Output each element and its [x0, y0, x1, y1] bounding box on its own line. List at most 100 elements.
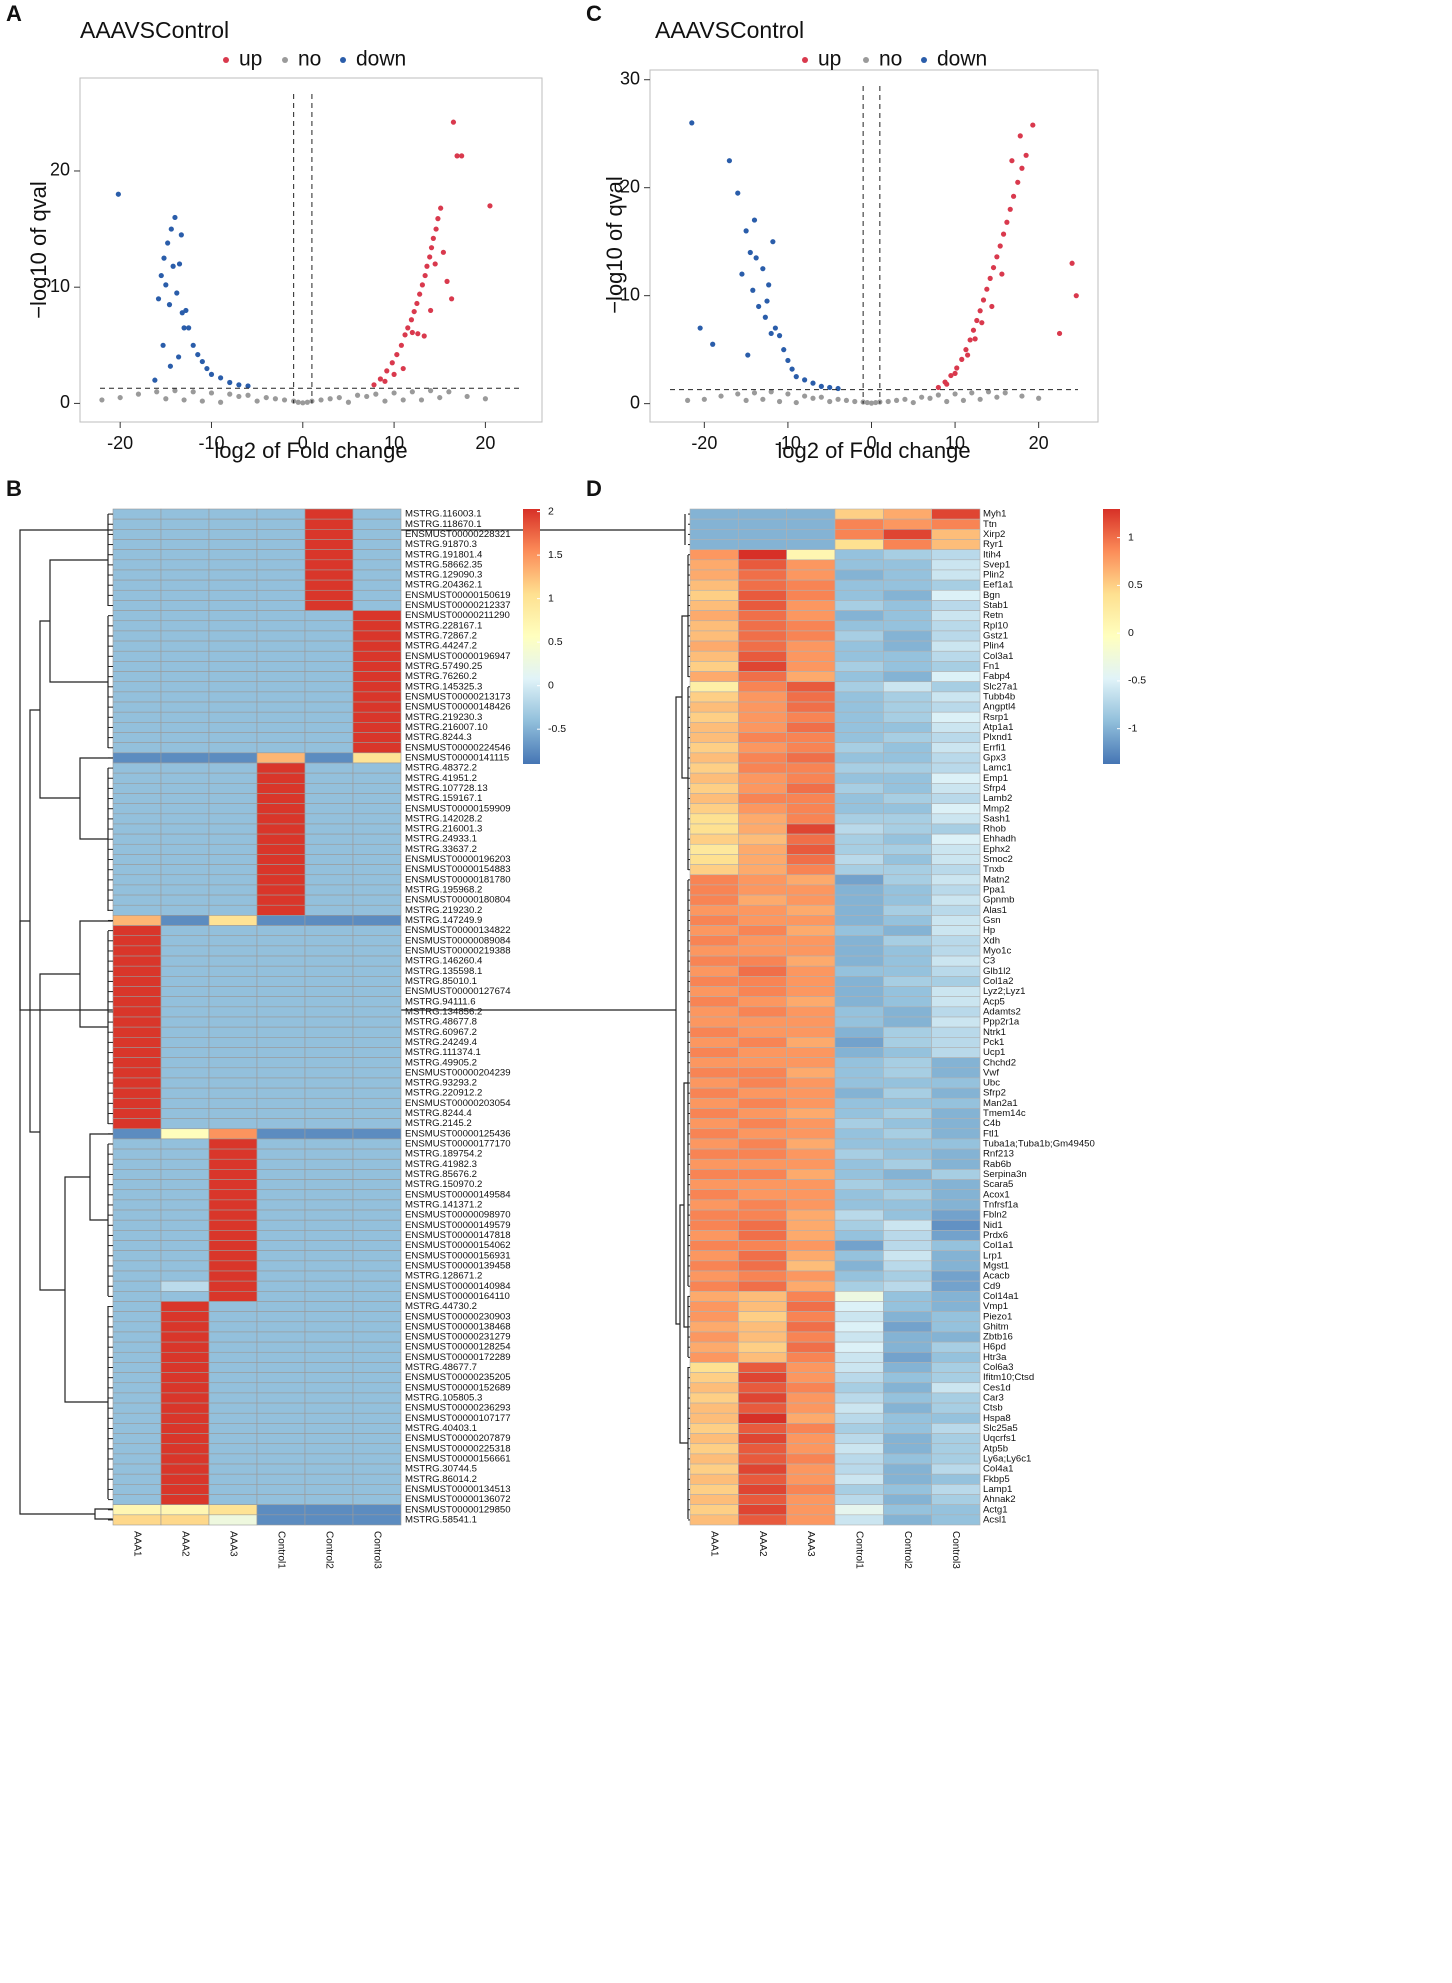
heatmap-cell	[160, 1230, 210, 1241]
heatmap-cell	[352, 1230, 402, 1241]
heatmap-cell	[931, 1453, 981, 1465]
heatmap-cell	[931, 986, 981, 997]
heatmap-cell	[786, 884, 836, 896]
column-label: AAA2	[179, 1531, 190, 1557]
heatmap-cell	[738, 732, 787, 743]
colorbar-tick-label: 2	[548, 505, 554, 517]
point	[449, 296, 455, 302]
heatmap-cell	[738, 1351, 787, 1363]
heatmap-cell	[160, 661, 210, 672]
row-label: ENSMUST00000134513	[405, 1484, 511, 1495]
heatmap-cell	[256, 854, 306, 865]
heatmap-cell	[738, 843, 787, 855]
heatmap-cell	[304, 823, 354, 835]
row-label: ENSMUST00000159909	[405, 803, 511, 814]
heatmap-cell	[160, 1321, 210, 1333]
heatmap-cell	[883, 1301, 932, 1312]
heatmap-cell	[304, 1331, 354, 1343]
heatmap-cell	[160, 1301, 210, 1312]
heatmap-cell	[931, 1138, 981, 1150]
heatmap-cell	[256, 539, 306, 550]
heatmap-cell	[352, 529, 402, 540]
heatmap-cell	[208, 1423, 258, 1434]
point	[766, 282, 772, 288]
heatmap-cell	[112, 1230, 162, 1241]
heatmap-cell	[112, 1514, 162, 1526]
heatmap-cell	[112, 1484, 162, 1495]
heatmap-cell	[112, 620, 162, 632]
heatmap-cell	[689, 823, 739, 835]
heatmap-cell	[931, 701, 981, 713]
row-label: Eef1a1	[983, 580, 1013, 591]
heatmap-cell	[738, 1047, 787, 1058]
heatmap-cell	[883, 783, 932, 794]
heatmap-cell	[112, 722, 162, 733]
heatmap-cell	[738, 823, 787, 835]
heatmap-cell	[256, 1484, 306, 1495]
heatmap-cell	[786, 843, 836, 855]
heatmap-cell	[738, 701, 787, 713]
heatmap-cell	[689, 955, 739, 967]
point	[726, 158, 733, 164]
heatmap-cell	[256, 976, 306, 987]
heatmap-cell	[112, 1341, 162, 1353]
heatmap-cell	[689, 1128, 739, 1140]
heatmap-cell	[786, 1331, 836, 1343]
heatmap-cell	[160, 833, 210, 845]
row-label: Smoc2	[983, 854, 1013, 865]
point	[432, 261, 438, 267]
heatmap-cell	[304, 630, 354, 642]
heatmap-cell	[689, 854, 739, 865]
heatmap-cell	[160, 1006, 210, 1018]
heatmap-cell	[786, 1057, 836, 1069]
heatmap-cell	[786, 661, 836, 672]
heatmap-cell	[834, 732, 884, 743]
point	[254, 398, 260, 404]
row-label: Itih4	[983, 549, 1002, 560]
heatmap-cell	[304, 1250, 354, 1262]
heatmap-cell	[883, 1494, 932, 1505]
heatmap-cell	[786, 1453, 836, 1465]
heatmap-cell	[689, 1108, 739, 1119]
heatmap-cell	[256, 1169, 306, 1180]
heatmap-cell	[883, 1128, 932, 1140]
heatmap-cell	[304, 1047, 354, 1058]
heatmap-cell	[256, 955, 306, 967]
heatmap-cell	[112, 549, 162, 561]
heatmap-cell	[689, 874, 739, 886]
heatmap-cell	[160, 1514, 210, 1526]
point	[152, 377, 158, 383]
heatmap-cell	[304, 722, 354, 733]
heatmap-cell	[160, 925, 210, 937]
point	[165, 240, 171, 246]
heatmap-cell	[738, 1321, 787, 1333]
point	[135, 391, 142, 397]
heatmap-cell	[208, 925, 258, 937]
heatmap-cell	[256, 1047, 306, 1058]
heatmap-cell	[208, 1412, 258, 1424]
row-label: MSTRG.44730.2	[405, 1301, 477, 1312]
heatmap-cell	[786, 965, 836, 977]
heatmap-cell	[834, 915, 884, 926]
point	[190, 389, 196, 395]
colorbar	[523, 509, 540, 764]
heatmap-cell	[352, 793, 402, 804]
heatmap-cell	[738, 529, 787, 540]
point	[739, 271, 745, 277]
heatmap-cell	[883, 701, 932, 713]
heatmap-cell	[883, 1230, 932, 1241]
heatmap-cell	[738, 711, 787, 723]
heatmap-cell	[931, 854, 981, 865]
heatmap-cell	[786, 589, 836, 601]
point	[391, 390, 397, 396]
heatmap-cell	[689, 681, 739, 693]
heatmap-cell	[738, 1311, 787, 1323]
heatmap-cell	[834, 1392, 884, 1404]
heatmap-cell	[352, 1057, 402, 1069]
heatmap-cell	[160, 1219, 210, 1231]
heatmap-cell	[834, 894, 884, 906]
point	[977, 308, 983, 314]
heatmap-cell	[883, 1179, 932, 1191]
heatmap-cell	[112, 650, 162, 662]
row-label: MSTRG.111374.1	[405, 1047, 481, 1058]
